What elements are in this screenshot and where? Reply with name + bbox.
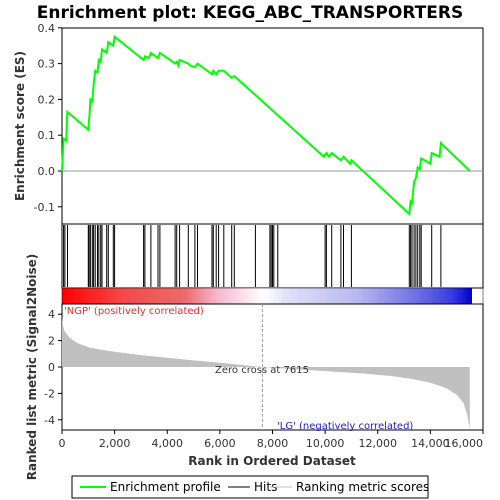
- metric-xtick-label: 4,000: [152, 437, 184, 450]
- ranking-metric-area: [62, 318, 470, 429]
- hits-panel: [61, 223, 484, 289]
- legend-label-metric: Ranking metric scores: [296, 480, 429, 494]
- enrichment-profile-line: [61, 34, 471, 217]
- metric-ytick-label: -4: [44, 414, 55, 427]
- es-ytick-label: 0.0: [38, 165, 56, 178]
- metric-xtick-label: 2,000: [99, 437, 131, 450]
- metric-ytick-label: -2: [44, 387, 55, 400]
- es-ytick-label: -0.1: [34, 201, 55, 214]
- es-ytick-label: 0.4: [38, 22, 56, 35]
- metric-xtick-label: 14,000: [411, 437, 450, 450]
- metric-xtick-label: 8,000: [257, 437, 289, 450]
- legend-label-hits: Hits: [254, 480, 277, 494]
- metric-panel: Zero cross at 7615 'NGP' (positively cor…: [25, 254, 484, 481]
- metric-ylabel: Ranked list metric (Signal2Noise): [25, 254, 39, 481]
- metric-xtick-label: 16,000: [445, 437, 484, 450]
- legend: Enrichment profile Hits Ranking metric s…: [71, 475, 429, 499]
- es-ytick-label: 0.3: [38, 58, 56, 71]
- es-ylabel: Enrichment score (ES): [13, 51, 27, 201]
- es-y-ticks: -0.1 0.0 0.1 0.2 0.3 0.4: [34, 22, 62, 214]
- zero-cross-label: Zero cross at 7615: [215, 365, 309, 376]
- rank-color-bar: [62, 288, 472, 304]
- metric-xtick-label: 10,000: [306, 437, 345, 450]
- metric-xtick-label: 12,000: [359, 437, 398, 450]
- metric-ytick-label: 4: [48, 308, 55, 321]
- es-ytick-label: 0.2: [38, 93, 56, 106]
- negative-correlation-label: 'LG' (negatively correlated): [277, 421, 413, 432]
- metric-xtick-label: 6,000: [204, 437, 236, 450]
- legend-label-enrichment: Enrichment profile: [110, 480, 221, 494]
- positive-correlation-label: 'NGP' (positively correlated): [64, 306, 204, 317]
- chart-title: Enrichment plot: KEGG_ABC_TRANSPORTERS: [37, 3, 463, 23]
- metric-y-ticks: -4 -2 0 2 4: [44, 308, 62, 427]
- es-panel: -0.1 0.0 0.1 0.2 0.3 0.4 Enrichment score (ES…: [13, 22, 484, 225]
- hit-marks: [63, 225, 442, 287]
- metric-ytick-label: 0: [48, 361, 55, 374]
- es-panel-frame: [61, 27, 484, 225]
- metric-ytick-label: 2: [48, 335, 55, 348]
- metric-x-ticks: 0 2,000 4,000 6,000 8,000 10,000 12,000 14,0001…: [59, 430, 484, 450]
- es-ytick-label: 0.1: [38, 129, 56, 142]
- metric-xtick-label: 0: [59, 437, 66, 450]
- metric-xlabel: Rank in Ordered Dataset: [188, 454, 356, 468]
